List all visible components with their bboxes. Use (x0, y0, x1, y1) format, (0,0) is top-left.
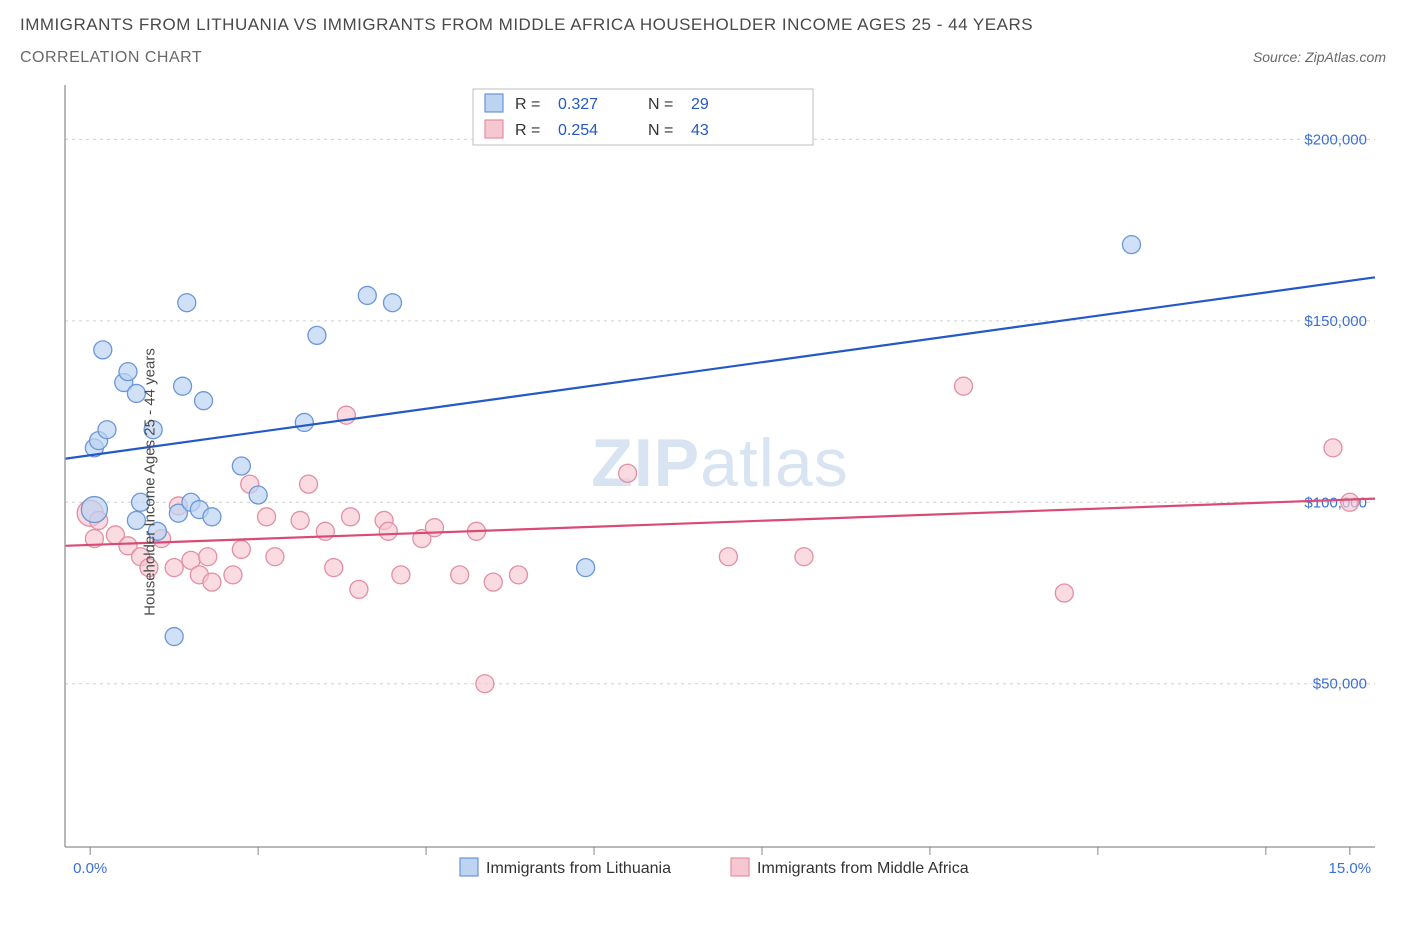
legend-r-label: R = (515, 122, 540, 139)
legend-n-value: 43 (691, 122, 709, 139)
data-point-lithuania (195, 392, 213, 410)
data-point-middle-africa (955, 377, 973, 395)
source-value: ZipAtlas.com (1305, 49, 1386, 65)
y-axis-label: Householder Income Ages 25 - 44 years (141, 348, 158, 616)
data-point-lithuania (249, 486, 267, 504)
data-point-lithuania (94, 341, 112, 359)
data-point-lithuania (119, 363, 137, 381)
legend-swatch (485, 120, 503, 138)
source-credit: Source: ZipAtlas.com (1253, 49, 1386, 65)
data-point-middle-africa (509, 566, 527, 584)
data-point-middle-africa (795, 548, 813, 566)
data-point-middle-africa (719, 548, 737, 566)
data-point-lithuania (81, 497, 107, 523)
data-point-lithuania (358, 286, 376, 304)
data-point-lithuania (165, 628, 183, 646)
data-point-middle-africa (266, 548, 284, 566)
legend-swatch (485, 94, 503, 112)
data-point-middle-africa (300, 475, 318, 493)
data-point-lithuania (1122, 236, 1140, 254)
data-point-middle-africa (619, 464, 637, 482)
scatter-chart: $50,000$100,000$150,000$200,000ZIPatlas0… (20, 77, 1386, 887)
source-label: Source: (1253, 49, 1301, 65)
data-point-middle-africa (476, 675, 494, 693)
data-point-middle-africa (232, 540, 250, 558)
data-point-middle-africa (1341, 493, 1359, 511)
data-point-middle-africa (325, 559, 343, 577)
data-point-middle-africa (484, 573, 502, 591)
data-point-lithuania (577, 559, 595, 577)
watermark: ZIPatlas (591, 425, 848, 501)
subtitle-row: CORRELATION CHART Source: ZipAtlas.com (20, 49, 1386, 67)
data-point-middle-africa (1055, 584, 1073, 602)
data-point-middle-africa (165, 559, 183, 577)
chart-container: Householder Income Ages 25 - 44 years $5… (20, 77, 1386, 887)
x-tick-label: 15.0% (1329, 860, 1372, 877)
data-point-middle-africa (1324, 439, 1342, 457)
data-point-middle-africa (203, 573, 221, 591)
data-point-lithuania (203, 508, 221, 526)
x-tick-label: 0.0% (73, 860, 107, 877)
chart-subtitle: CORRELATION CHART (20, 49, 202, 67)
y-tick-label: $200,000 (1304, 131, 1367, 148)
data-point-lithuania (295, 413, 313, 431)
data-point-middle-africa (425, 519, 443, 537)
legend-r-value: 0.254 (558, 122, 598, 139)
data-point-lithuania (232, 457, 250, 475)
data-point-middle-africa (199, 548, 217, 566)
y-tick-label: $150,000 (1304, 313, 1367, 330)
data-point-lithuania (384, 294, 402, 312)
legend-n-label: N = (648, 96, 673, 113)
bottom-legend-label: Immigrants from Middle Africa (757, 860, 969, 877)
legend-r-label: R = (515, 96, 540, 113)
y-tick-label: $50,000 (1313, 676, 1367, 693)
data-point-middle-africa (291, 511, 309, 529)
data-point-lithuania (174, 377, 192, 395)
legend-n-value: 29 (691, 96, 709, 113)
data-point-middle-africa (392, 566, 410, 584)
data-point-middle-africa (350, 580, 368, 598)
legend-n-label: N = (648, 122, 673, 139)
data-point-lithuania (308, 326, 326, 344)
chart-title: IMMIGRANTS FROM LITHUANIA VS IMMIGRANTS … (20, 15, 1386, 35)
legend-r-value: 0.327 (558, 96, 598, 113)
bottom-legend-swatch (731, 858, 749, 876)
bottom-legend-label: Immigrants from Lithuania (486, 860, 671, 877)
data-point-middle-africa (379, 522, 397, 540)
data-point-middle-africa (451, 566, 469, 584)
data-point-lithuania (178, 294, 196, 312)
data-point-middle-africa (258, 508, 276, 526)
bottom-legend-swatch (460, 858, 478, 876)
data-point-middle-africa (342, 508, 360, 526)
data-point-lithuania (98, 421, 116, 439)
data-point-middle-africa (224, 566, 242, 584)
